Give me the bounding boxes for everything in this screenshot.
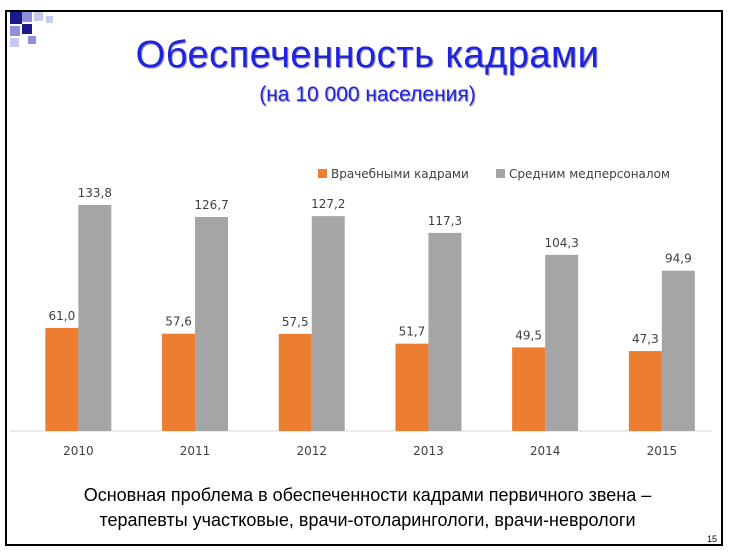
x-tick-label-2013: 2013	[413, 444, 444, 458]
page-number: 15	[706, 534, 717, 544]
data-label-nurses-2014: 104,3	[544, 236, 578, 250]
corner-decoration-square	[34, 12, 43, 21]
x-tick-label-2012: 2012	[296, 444, 327, 458]
legend-label-doctors: Врачебными кадрами	[331, 167, 469, 181]
bar-doctors-2012	[278, 333, 312, 431]
slide-title: Обеспеченность кадрами	[135, 34, 600, 76]
data-label-doctors-2014: 49,5	[515, 328, 542, 342]
bar-doctors-2014	[512, 347, 546, 431]
data-label-doctors-2012: 57,5	[282, 315, 309, 329]
data-label-nurses-2010: 133,8	[78, 186, 112, 200]
data-label-doctors-2015: 47,3	[632, 332, 659, 346]
corner-decoration-square	[28, 36, 36, 44]
data-label-doctors-2010: 61,0	[48, 309, 75, 323]
corner-decoration-square	[22, 12, 32, 22]
corner-decoration-square	[10, 12, 22, 24]
data-label-doctors-2011: 57,6	[165, 315, 192, 329]
slide-subtitle: (на 10 000 населения)	[259, 83, 476, 106]
data-label-doctors-2013: 51,7	[399, 325, 426, 339]
corner-decoration-square	[10, 26, 20, 36]
legend-swatch-nurses	[496, 169, 505, 178]
data-label-nurses-2011: 126,7	[194, 198, 228, 212]
corner-decoration-square	[10, 38, 19, 47]
note-line-2: терапевты участковые, врачи-отоларинголо…	[99, 510, 636, 530]
slide-frame	[5, 10, 723, 546]
bar-doctors-2013	[395, 343, 429, 431]
data-label-nurses-2013: 117,3	[428, 214, 462, 228]
bar-nurses-2010	[78, 205, 112, 431]
bar-nurses-2012	[311, 216, 345, 431]
bar-doctors-2010	[45, 327, 79, 431]
note-line-1: Основная проблема в обеспеченности кадра…	[83, 485, 652, 505]
data-label-nurses-2012: 127,2	[311, 197, 345, 211]
x-tick-label-2015: 2015	[647, 444, 678, 458]
x-tick-label-2014: 2014	[530, 444, 561, 458]
bar-nurses-2011	[195, 216, 229, 431]
bar-nurses-2015	[661, 270, 695, 431]
bar-nurses-2014	[545, 254, 579, 431]
bar-nurses-2013	[428, 232, 462, 431]
data-label-nurses-2015: 94,9	[665, 252, 692, 266]
bar-doctors-2011	[162, 333, 196, 431]
x-tick-label-2011: 2011	[180, 444, 211, 458]
bar-doctors-2015	[628, 351, 662, 431]
x-tick-label-2010: 2010	[63, 444, 94, 458]
corner-decoration-square	[22, 24, 32, 34]
legend-label-nurses: Средним медперсоналом	[509, 167, 670, 181]
legend-swatch-doctors	[318, 169, 327, 178]
corner-decoration-square	[46, 16, 53, 23]
